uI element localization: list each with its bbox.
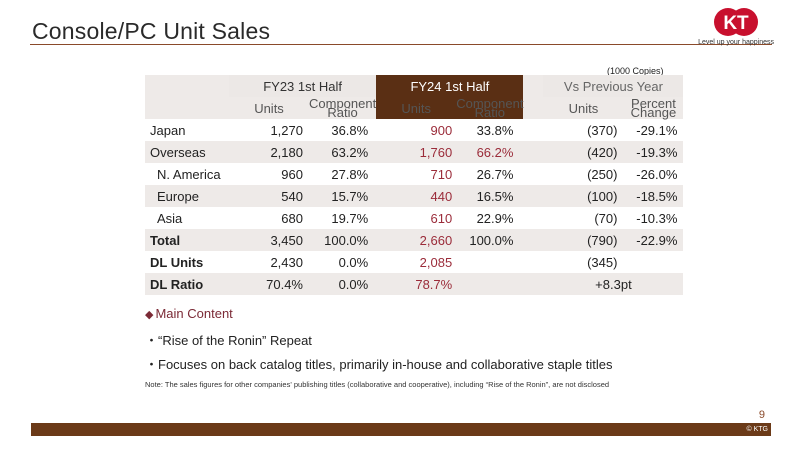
- footer-bar: [31, 423, 771, 436]
- fy23-units-header: Units: [229, 97, 309, 119]
- corner-cell: [145, 75, 229, 97]
- fy23-units: 3,450: [229, 229, 309, 251]
- table-row-dl-ratio: DL Ratio 70.4% 0.0% 78.7% +8.3pt: [145, 273, 684, 295]
- fy24-ratio: 16.5%: [456, 185, 524, 207]
- page-number: 9: [758, 409, 765, 421]
- fy24-ratio: 100.0%: [456, 229, 524, 251]
- gap-cell: [523, 75, 544, 97]
- vs-change: -19.3%: [623, 141, 684, 163]
- vs-change: -18.5%: [623, 185, 684, 207]
- fy23-ratio: 15.7%: [309, 185, 377, 207]
- unit-note: (1000 Copies): [607, 66, 664, 76]
- diamond-icon: ◆: [145, 309, 154, 321]
- fy24-units: 610: [430, 210, 453, 226]
- tagline: Level up your happiness: [698, 39, 774, 46]
- group-header-row: FY23 1st Half FY24 1st Half Vs Previous …: [145, 75, 684, 97]
- table-row-north-america: N. America 960 27.8% 710 26.7% (250) -26…: [145, 163, 684, 185]
- table-row-overseas: Overseas 2,180 63.2% 1,760 66.2% (420) -…: [145, 141, 684, 163]
- fy24-units-header: Units: [376, 97, 457, 119]
- vs-units: (250): [587, 166, 618, 182]
- bullet-item: ・Focuses on back catalog titles, primari…: [145, 357, 613, 372]
- vs-change: -22.9%: [623, 229, 684, 251]
- row-label: DL Units: [150, 254, 204, 270]
- group-fy24: FY24 1st Half: [376, 75, 524, 97]
- fy24-ratio: 26.7%: [476, 166, 514, 182]
- fy24-ratio: 22.9%: [476, 210, 514, 226]
- fy24-units: 78.7%: [376, 273, 457, 295]
- fy23-ratio: 100.0%: [309, 229, 377, 251]
- vs-change: [623, 251, 683, 273]
- fy24-ratio-header: Component Ratio: [456, 96, 524, 120]
- fy23-units: 70.4%: [229, 273, 309, 295]
- fy24-units: 440: [376, 185, 457, 207]
- table-row-asia: Asia 680 19.7% 610 22.9% (70) -10.3%: [145, 207, 684, 229]
- fy23-units: 540: [229, 185, 309, 207]
- row-label: N. America: [157, 166, 221, 182]
- fy24-ratio: 66.2%: [456, 141, 524, 163]
- logo-text: KT: [723, 13, 749, 34]
- vs-units: (345): [587, 254, 618, 270]
- main-content-label: Main Content: [155, 306, 233, 321]
- fy23-ratio: 27.8%: [331, 166, 369, 182]
- sub-header-row: Units Component Ratio Units Component Rati…: [145, 96, 684, 120]
- vs-units: (370): [587, 122, 618, 138]
- fy23-units: 2,180: [229, 141, 309, 163]
- fy23-units: 2,430: [270, 254, 303, 270]
- company-logo: KT: [714, 8, 758, 36]
- row-label: DL Ratio: [145, 273, 229, 295]
- fy24-units: 2,660: [376, 229, 457, 251]
- fy24-units: 2,085: [419, 254, 453, 270]
- fy23-units: 960: [281, 166, 303, 182]
- fy24-units: 710: [430, 166, 453, 182]
- fy23-ratio: 0.0%: [309, 273, 377, 295]
- vs-change: -10.3%: [636, 210, 678, 226]
- table-row-europe: Europe 540 15.7% 440 16.5% (100) -18.5%: [145, 185, 684, 207]
- row-label: Total: [145, 229, 229, 251]
- fy24-units: 900: [430, 122, 453, 138]
- fy24-ratio: [456, 251, 523, 273]
- group-fy23: FY23 1st Half: [229, 75, 377, 97]
- row-label: Asia: [157, 210, 183, 226]
- vs-units: (790): [543, 229, 624, 251]
- sales-table: FY23 1st Half FY24 1st Half Vs Previous …: [145, 75, 684, 295]
- copyright: © KTG: [746, 426, 769, 433]
- fy23-units: 680: [281, 210, 303, 226]
- vs-change: -29.1%: [636, 122, 678, 138]
- table-row-dl-units: DL Units 2,430 0.0% 2,085 (345): [145, 251, 684, 273]
- table-row-japan: Japan 1,270 36.8% 900 33.8% (370) -29.1%: [145, 119, 684, 141]
- vs-units: (100): [543, 185, 624, 207]
- fy23-ratio: 19.7%: [331, 210, 369, 226]
- vs-units: (420): [543, 141, 624, 163]
- page-title: Console/PC Unit Sales: [32, 18, 271, 44]
- group-vs: Vs Previous Year: [543, 75, 684, 97]
- row-label: Japan: [150, 122, 186, 138]
- fy23-units: 1,270: [270, 122, 303, 138]
- footnote: Note: The sales figures for other compan…: [145, 380, 610, 389]
- row-label: Overseas: [145, 141, 229, 163]
- vs-units: (70): [594, 210, 618, 226]
- fy24-ratio: 33.8%: [476, 122, 514, 138]
- table-row-total: Total 3,450 100.0% 2,660 100.0% (790) -2…: [145, 229, 684, 251]
- vs-units-header: Units: [543, 97, 624, 119]
- main-content-heading: ◆ Main Content: [145, 306, 233, 321]
- vs-units: +8.3pt: [543, 273, 684, 295]
- fy24-units: 1,760: [376, 141, 457, 163]
- fy24-ratio: [456, 273, 524, 295]
- vs-change: -26.0%: [636, 166, 678, 182]
- vs-change-header: Percent Change: [623, 97, 684, 119]
- bullet-item: ・“Rise of the Ronin” Repeat: [145, 333, 312, 348]
- fy23-ratio: 36.8%: [331, 122, 369, 138]
- fy23-ratio-header: Component Ratio: [309, 96, 377, 120]
- fy23-ratio: 0.0%: [338, 254, 369, 270]
- fy23-ratio: 63.2%: [309, 141, 377, 163]
- title-divider: [30, 44, 772, 45]
- row-label: Europe: [145, 185, 229, 207]
